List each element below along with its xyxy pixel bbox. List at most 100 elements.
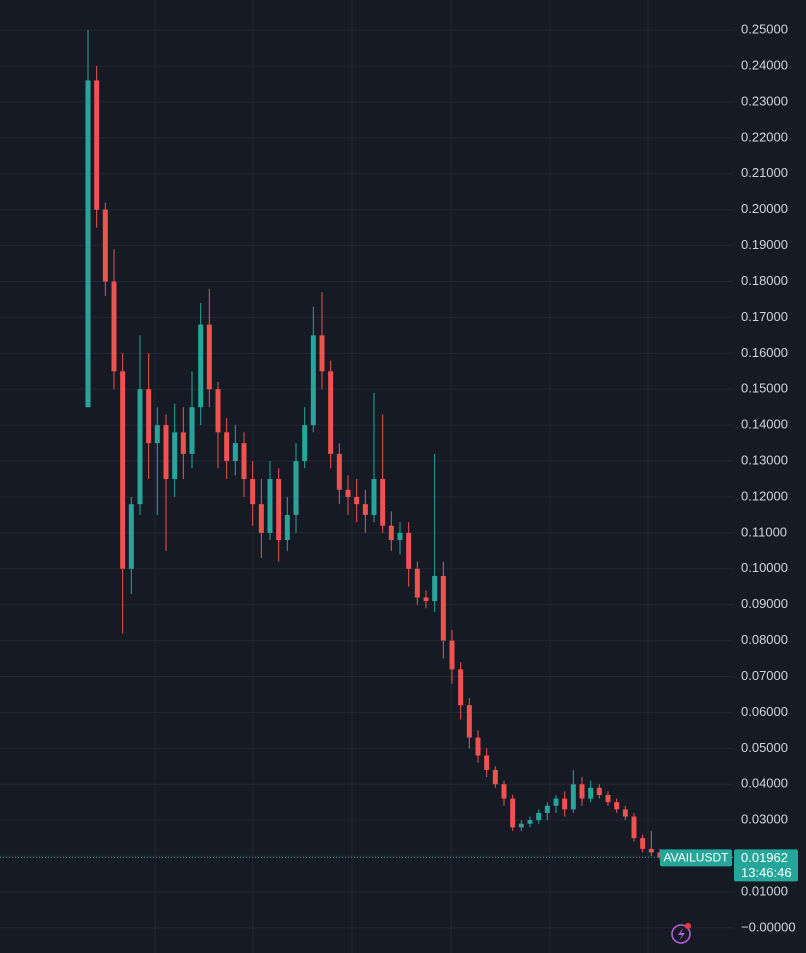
candle-body — [588, 787, 594, 799]
y-tick-label: 0.25000 — [741, 22, 788, 37]
candle-body — [510, 798, 516, 828]
candle-body — [336, 453, 342, 490]
candle-body — [648, 848, 654, 853]
y-tick-label: 0.11000 — [741, 524, 787, 539]
candle-body — [146, 389, 152, 444]
y-tick-label: 0.03000 — [741, 812, 788, 827]
y-tick-label: 0.19000 — [741, 237, 788, 252]
candle-body — [458, 669, 464, 706]
candle-body — [94, 80, 100, 210]
y-tick-label: 0.18000 — [741, 273, 788, 288]
y-tick-label: 0.01000 — [741, 883, 788, 898]
candle-body — [163, 425, 169, 480]
candle-body — [189, 407, 195, 454]
candle-body — [414, 568, 420, 598]
candle-body — [302, 425, 308, 462]
candle-body — [622, 809, 628, 817]
symbol-tag-bg — [660, 849, 732, 867]
candle-body — [180, 432, 186, 454]
candle-body — [475, 737, 481, 756]
candle-body — [388, 525, 394, 541]
candle-body — [406, 532, 412, 569]
candle-body — [432, 575, 438, 602]
candle-body — [518, 823, 524, 828]
y-tick-label: 0.13000 — [741, 452, 788, 467]
candle-body — [562, 798, 568, 810]
candle-body — [380, 479, 386, 526]
candle-body — [111, 281, 117, 372]
candle-body — [484, 755, 490, 770]
candle-body — [319, 335, 325, 372]
candle-body — [440, 575, 446, 641]
y-tick-label: 0.14000 — [741, 417, 788, 432]
candles — [85, 30, 663, 860]
y-tick-label: 0.08000 — [741, 632, 788, 647]
candle-body — [224, 432, 230, 462]
candle-body — [198, 324, 204, 408]
countdown-label: 13:46:46 — [741, 865, 792, 880]
y-tick-label: 0.15000 — [741, 381, 788, 396]
y-tick-label: 0.21000 — [741, 165, 788, 180]
candle-body — [172, 432, 178, 480]
candle-body — [449, 640, 455, 670]
candle-body — [631, 816, 637, 839]
y-tick-label: 0.20000 — [741, 201, 788, 216]
candle-body — [423, 597, 429, 602]
candle-body — [102, 209, 108, 282]
candle-body — [354, 496, 360, 505]
candle-body — [345, 489, 351, 497]
y-tick-label: −0.00000 — [741, 919, 796, 934]
y-tick-label: 0.05000 — [741, 740, 788, 755]
candle-body — [206, 324, 212, 390]
candle-body — [492, 769, 498, 785]
y-tick-label: 0.10000 — [741, 560, 788, 575]
candle-body — [553, 798, 559, 806]
candle-body — [215, 389, 221, 433]
candle-body — [596, 787, 602, 796]
y-tick-label: 0.24000 — [741, 58, 788, 73]
lightning-icon[interactable] — [671, 923, 691, 944]
y-tick-label: 0.09000 — [741, 596, 788, 611]
y-tick-label: 0.23000 — [741, 93, 788, 108]
candle-body — [371, 479, 377, 515]
symbol-tag: AVAILUSDT — [664, 851, 730, 865]
candle-body — [137, 389, 143, 505]
price-tag-bg — [734, 849, 798, 882]
candle-body — [527, 820, 533, 824]
y-tick-label: 0.16000 — [741, 345, 788, 360]
y-tick-label: 0.07000 — [741, 668, 788, 683]
candle-body — [570, 784, 576, 810]
y-tick-label: 0.06000 — [741, 704, 788, 719]
y-tick-label: 0.12000 — [741, 488, 788, 503]
candle-body — [536, 812, 542, 821]
candle-body — [154, 425, 160, 444]
candle-body — [544, 805, 550, 813]
candle-body — [284, 514, 290, 541]
y-tick-label: 0.22000 — [741, 129, 788, 144]
candle-body — [232, 443, 238, 462]
y-tick-label: 0.17000 — [741, 309, 788, 324]
candle-body — [579, 784, 585, 799]
candle-body — [605, 795, 611, 803]
candle-body — [397, 532, 403, 541]
candle-body — [362, 504, 368, 515]
candle-body — [85, 80, 91, 408]
candle-body — [293, 461, 299, 515]
y-tick-label: 0.04000 — [741, 776, 788, 791]
candle-body — [128, 504, 134, 569]
candle-body — [466, 705, 472, 738]
candle-body — [328, 371, 334, 454]
candle-body — [250, 479, 256, 505]
candle-body — [120, 371, 126, 569]
candle-body — [258, 504, 264, 533]
candle-body — [241, 443, 247, 480]
last-price-label: 0.01962 — [741, 850, 788, 865]
candle-body — [267, 479, 273, 533]
candle-body — [614, 802, 620, 810]
candle-body — [310, 335, 316, 426]
candle-body — [276, 479, 282, 541]
price-axis: 0.25000 0.24000 0.23000 0.22000 0.21000 0.200… — [741, 22, 796, 935]
